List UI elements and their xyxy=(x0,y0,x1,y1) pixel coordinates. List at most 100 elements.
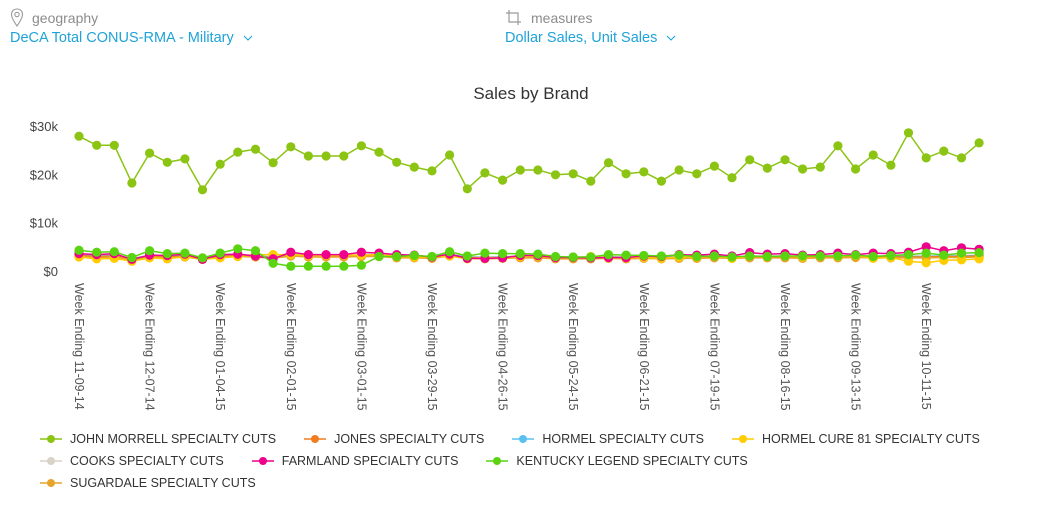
data-point[interactable] xyxy=(303,151,313,161)
data-point[interactable] xyxy=(903,256,914,266)
legend-item[interactable]: COOKS SPECIALTY CUTS xyxy=(40,454,224,468)
data-point[interactable] xyxy=(921,242,931,252)
data-point[interactable] xyxy=(286,247,296,257)
data-point[interactable] xyxy=(445,247,455,257)
data-point[interactable] xyxy=(356,247,366,257)
data-point[interactable] xyxy=(974,138,984,148)
measures-filter[interactable]: measures Dollar Sales, Unit Sales xyxy=(505,8,676,46)
data-point[interactable] xyxy=(127,178,137,188)
data-point[interactable] xyxy=(321,151,331,161)
data-point[interactable] xyxy=(480,248,490,258)
data-point[interactable] xyxy=(956,153,967,163)
legend-item[interactable]: HORMEL CURE 81 SPECIALTY CUTS xyxy=(731,432,980,446)
data-point[interactable] xyxy=(903,128,914,138)
data-point[interactable] xyxy=(780,155,790,165)
data-point[interactable] xyxy=(180,248,190,258)
data-point[interactable] xyxy=(550,251,561,262)
data-point[interactable] xyxy=(921,153,931,163)
data-point[interactable] xyxy=(109,247,119,257)
data-point[interactable] xyxy=(462,251,472,261)
data-point[interactable] xyxy=(939,146,949,156)
data-point[interactable] xyxy=(321,250,331,260)
data-point[interactable] xyxy=(974,254,984,264)
legend-item[interactable]: KENTUCKY LEGEND SPECIALTY CUTS xyxy=(486,454,748,468)
data-point[interactable] xyxy=(74,131,84,141)
data-point[interactable] xyxy=(833,251,843,261)
data-point[interactable] xyxy=(886,160,896,170)
measures-dropdown[interactable]: Dollar Sales, Unit Sales xyxy=(505,30,676,46)
data-point[interactable] xyxy=(162,157,172,167)
data-point[interactable] xyxy=(533,165,543,175)
data-point[interactable] xyxy=(851,250,861,260)
data-point[interactable] xyxy=(515,249,525,259)
data-point[interactable] xyxy=(868,150,878,160)
data-point[interactable] xyxy=(427,166,437,176)
data-point[interactable] xyxy=(374,251,384,262)
data-point[interactable] xyxy=(92,140,102,150)
data-point[interactable] xyxy=(92,247,102,257)
legend-item[interactable]: SUGARDALE SPECIALTY CUTS xyxy=(40,476,256,490)
data-point[interactable] xyxy=(445,150,455,160)
data-point[interactable] xyxy=(709,161,720,171)
data-point[interactable] xyxy=(233,147,243,157)
data-point[interactable] xyxy=(833,141,843,151)
data-point[interactable] xyxy=(374,147,384,157)
data-point[interactable] xyxy=(127,252,137,263)
data-point[interactable] xyxy=(250,144,261,154)
data-point[interactable] xyxy=(903,250,914,260)
data-point[interactable] xyxy=(586,252,596,262)
data-point[interactable] xyxy=(798,164,808,174)
data-point[interactable] xyxy=(233,244,243,254)
data-point[interactable] xyxy=(815,251,825,261)
data-point[interactable] xyxy=(692,251,702,262)
data-point[interactable] xyxy=(215,248,225,258)
data-point[interactable] xyxy=(550,170,561,180)
data-point[interactable] xyxy=(709,251,720,261)
data-point[interactable] xyxy=(197,253,208,263)
data-point[interactable] xyxy=(674,165,684,175)
chevron-down-icon[interactable] xyxy=(243,35,253,41)
data-point[interactable] xyxy=(180,154,190,164)
data-point[interactable] xyxy=(745,155,755,165)
data-point[interactable] xyxy=(762,251,772,262)
data-point[interactable] xyxy=(286,142,296,152)
data-point[interactable] xyxy=(268,258,278,268)
geography-value[interactable]: DeCA Total CONUS-RMA - Military xyxy=(10,30,234,46)
data-point[interactable] xyxy=(762,163,772,173)
data-point[interactable] xyxy=(197,185,208,195)
data-point[interactable] xyxy=(727,252,737,262)
data-point[interactable] xyxy=(674,250,684,260)
data-point[interactable] xyxy=(603,158,614,168)
data-point[interactable] xyxy=(603,250,614,260)
chevron-down-icon[interactable] xyxy=(666,35,676,41)
data-point[interactable] xyxy=(392,251,402,262)
data-point[interactable] xyxy=(621,169,631,179)
geography-filter[interactable]: geography DeCA Total CONUS-RMA - Militar… xyxy=(10,8,253,46)
data-point[interactable] xyxy=(145,246,155,256)
data-point[interactable] xyxy=(498,175,508,185)
data-point[interactable] xyxy=(356,141,366,151)
data-point[interactable] xyxy=(427,251,437,262)
data-point[interactable] xyxy=(656,176,667,186)
data-point[interactable] xyxy=(303,250,313,260)
data-point[interactable] xyxy=(162,249,172,259)
data-point[interactable] xyxy=(392,157,402,167)
legend-item[interactable]: FARMLAND SPECIALTY CUTS xyxy=(251,454,458,468)
data-point[interactable] xyxy=(956,255,967,265)
data-point[interactable] xyxy=(568,252,578,262)
data-point[interactable] xyxy=(339,151,349,161)
data-point[interactable] xyxy=(145,148,155,158)
data-point[interactable] xyxy=(639,250,649,261)
data-point[interactable] xyxy=(639,167,649,177)
data-point[interactable] xyxy=(974,248,984,258)
data-point[interactable] xyxy=(851,164,861,174)
data-point[interactable] xyxy=(321,261,331,271)
data-point[interactable] xyxy=(798,251,808,261)
data-point[interactable] xyxy=(462,184,472,194)
data-point[interactable] xyxy=(74,245,84,255)
data-point[interactable] xyxy=(339,250,349,260)
data-point[interactable] xyxy=(250,246,261,256)
data-point[interactable] xyxy=(780,251,790,261)
data-point[interactable] xyxy=(815,162,825,172)
data-point[interactable] xyxy=(480,168,490,178)
